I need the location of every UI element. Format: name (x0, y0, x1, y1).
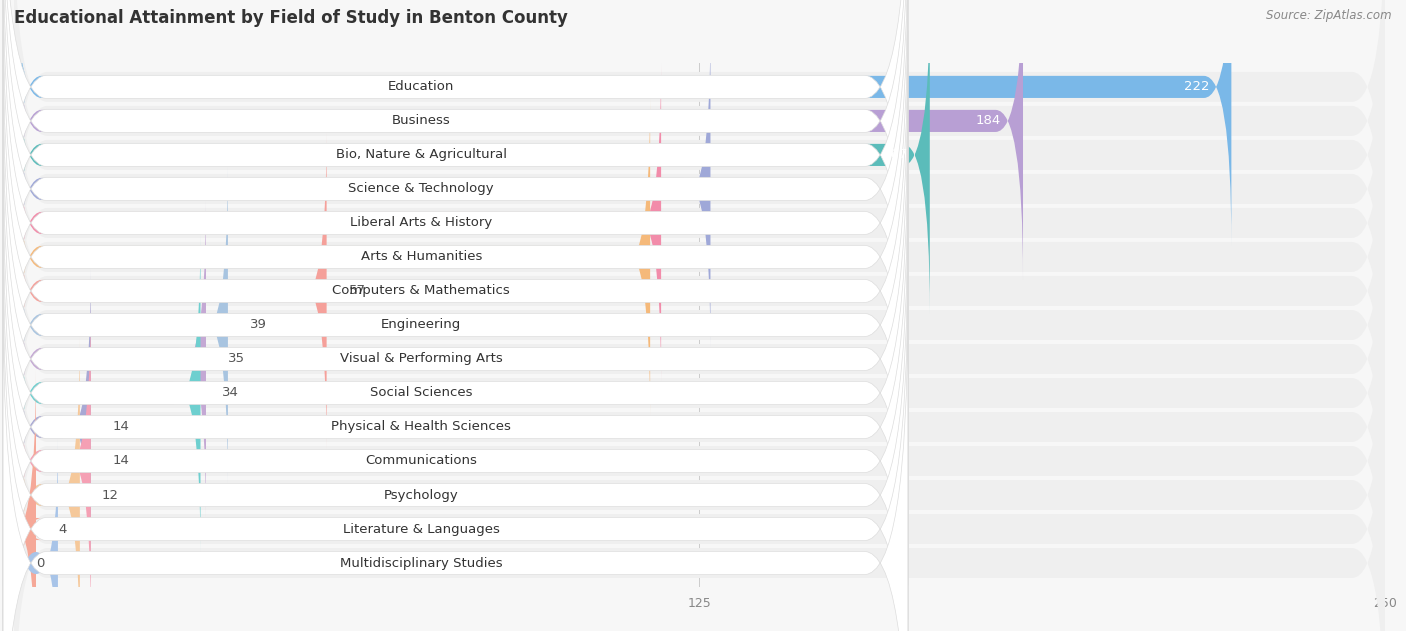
FancyBboxPatch shape (3, 0, 908, 415)
Text: Liberal Arts & History: Liberal Arts & History (350, 216, 492, 230)
Text: 34: 34 (222, 386, 239, 399)
FancyBboxPatch shape (14, 272, 1385, 631)
FancyBboxPatch shape (14, 200, 207, 518)
FancyBboxPatch shape (3, 302, 908, 631)
Text: 116: 116 (603, 251, 628, 264)
Text: Business: Business (392, 114, 450, 127)
Text: 127: 127 (664, 182, 689, 196)
FancyBboxPatch shape (3, 64, 908, 586)
Text: Social Sciences: Social Sciences (370, 386, 472, 399)
FancyBboxPatch shape (14, 0, 1385, 276)
FancyBboxPatch shape (14, 0, 1385, 310)
FancyBboxPatch shape (14, 340, 1385, 631)
FancyBboxPatch shape (3, 167, 908, 631)
Text: 12: 12 (101, 488, 118, 502)
FancyBboxPatch shape (14, 204, 1385, 582)
FancyBboxPatch shape (3, 235, 908, 631)
FancyBboxPatch shape (14, 336, 80, 631)
Text: Source: ZipAtlas.com: Source: ZipAtlas.com (1267, 9, 1392, 23)
FancyBboxPatch shape (14, 68, 1385, 446)
Text: 4: 4 (58, 522, 66, 536)
FancyBboxPatch shape (3, 0, 908, 483)
Text: 167: 167 (883, 148, 908, 162)
FancyBboxPatch shape (14, 98, 650, 416)
FancyBboxPatch shape (14, 34, 1385, 412)
FancyBboxPatch shape (14, 132, 326, 450)
FancyBboxPatch shape (8, 370, 42, 631)
Text: Science & Technology: Science & Technology (349, 182, 494, 196)
Text: 35: 35 (228, 353, 245, 365)
FancyBboxPatch shape (14, 0, 1385, 344)
FancyBboxPatch shape (14, 0, 1385, 378)
FancyBboxPatch shape (3, 269, 908, 631)
Text: Visual & Performing Arts: Visual & Performing Arts (340, 353, 502, 365)
FancyBboxPatch shape (3, 0, 908, 381)
Text: Bio, Nature & Agricultural: Bio, Nature & Agricultural (336, 148, 506, 162)
FancyBboxPatch shape (3, 0, 908, 517)
Text: 222: 222 (1184, 80, 1209, 93)
FancyBboxPatch shape (3, 0, 908, 449)
Text: Multidisciplinary Studies: Multidisciplinary Studies (340, 557, 502, 570)
Text: Psychology: Psychology (384, 488, 458, 502)
FancyBboxPatch shape (14, 238, 1385, 616)
FancyBboxPatch shape (14, 374, 1385, 631)
FancyBboxPatch shape (14, 0, 1232, 246)
FancyBboxPatch shape (14, 268, 91, 586)
FancyBboxPatch shape (14, 234, 201, 552)
FancyBboxPatch shape (14, 0, 1024, 280)
Text: Computers & Mathematics: Computers & Mathematics (332, 285, 510, 297)
Text: Education: Education (388, 80, 454, 93)
Text: 184: 184 (976, 114, 1001, 127)
Text: 0: 0 (37, 557, 45, 570)
FancyBboxPatch shape (14, 302, 91, 620)
Text: Literature & Languages: Literature & Languages (343, 522, 499, 536)
FancyBboxPatch shape (14, 0, 929, 314)
FancyBboxPatch shape (3, 98, 908, 620)
Text: Educational Attainment by Field of Study in Benton County: Educational Attainment by Field of Study… (14, 9, 568, 28)
FancyBboxPatch shape (14, 136, 1385, 514)
FancyBboxPatch shape (14, 30, 710, 348)
Text: 57: 57 (349, 285, 366, 297)
Text: Arts & Humanities: Arts & Humanities (360, 251, 482, 264)
FancyBboxPatch shape (14, 166, 228, 484)
Text: Physical & Health Sciences: Physical & Health Sciences (332, 420, 512, 433)
Text: 14: 14 (112, 454, 129, 468)
FancyBboxPatch shape (3, 201, 908, 631)
FancyBboxPatch shape (14, 64, 661, 382)
Text: Engineering: Engineering (381, 319, 461, 331)
Text: Communications: Communications (366, 454, 477, 468)
FancyBboxPatch shape (3, 133, 908, 631)
FancyBboxPatch shape (14, 438, 58, 631)
FancyBboxPatch shape (14, 170, 1385, 548)
FancyBboxPatch shape (3, 0, 908, 348)
FancyBboxPatch shape (14, 102, 1385, 480)
Text: 39: 39 (250, 319, 267, 331)
FancyBboxPatch shape (14, 306, 1385, 631)
Text: 118: 118 (614, 216, 640, 230)
FancyBboxPatch shape (3, 30, 908, 551)
Text: 14: 14 (112, 420, 129, 433)
